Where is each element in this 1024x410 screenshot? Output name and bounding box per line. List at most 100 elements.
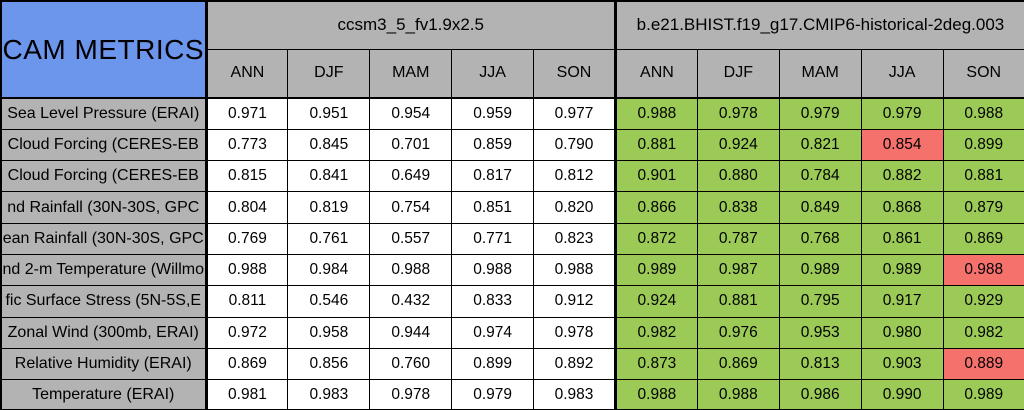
- model1-value-cell: 0.841: [287, 160, 371, 193]
- model2-value-cell: 0.989: [860, 253, 944, 287]
- model2-value-cell: 0.989: [942, 379, 1024, 410]
- model1-name-header: ccsm3_5_fv1.9x2.5: [204, 0, 616, 50]
- model1-value-cell: 0.958: [287, 316, 371, 349]
- metric-label: Sea Level Pressure (ERAI): [0, 97, 208, 130]
- model2-value-cell: 0.976: [696, 316, 780, 349]
- model1-value-cell: 0.771: [451, 222, 535, 255]
- metric-label: Relative Humidity (ERAI): [0, 347, 208, 381]
- model1-value-cell: 0.892: [533, 347, 616, 381]
- model1-value-cell: 0.972: [204, 316, 289, 349]
- model2-value-cell: 0.929: [942, 285, 1024, 318]
- model-name-row: CAM METRICS ccsm3_5_fv1.9x2.5 b.e21.BHIS…: [0, 0, 1024, 99]
- season-header-mam-model2: MAM: [778, 48, 862, 99]
- model2-value-cell: 0.988: [613, 379, 698, 410]
- model1-value-cell: 0.869: [204, 347, 289, 381]
- model1-value-cell: 0.988: [369, 253, 453, 287]
- model2-name-header: b.e21.BHIST.f19_g17.CMIP6-historical-2de…: [613, 0, 1024, 50]
- metric-label: Zonal Wind (300mb, ERAI): [0, 316, 208, 349]
- model1-value-cell: 0.944: [369, 316, 453, 349]
- model1-value-cell: 0.817: [451, 160, 535, 193]
- model1-value-cell: 0.823: [533, 222, 616, 255]
- model2-value-cell: 0.924: [613, 285, 698, 318]
- model1-value-cell: 0.954: [369, 97, 453, 130]
- model1-value-cell: 0.815: [204, 160, 289, 193]
- metric-label: fic Surface Stress (5N-5S,E: [0, 285, 208, 318]
- model1-value-cell: 0.761: [287, 222, 371, 255]
- model1-value-cell: 0.974: [451, 316, 535, 349]
- model2-value-cell: 0.872: [613, 222, 698, 255]
- model2-value-cell: 0.988: [613, 97, 698, 130]
- model2-value-cell: 0.982: [613, 316, 698, 349]
- model2-value-cell: 0.768: [778, 222, 862, 255]
- model1-value-cell: 0.951: [287, 97, 371, 130]
- model1-value-cell: 0.899: [451, 347, 535, 381]
- model2-value-cell: 0.880: [696, 160, 780, 193]
- model1-value-cell: 0.833: [451, 285, 535, 318]
- model2-value-cell: 0.917: [860, 285, 944, 318]
- model2-value-cell: 0.986: [778, 379, 862, 410]
- model1-value-cell: 0.773: [204, 128, 289, 162]
- model1-value-cell: 0.769: [204, 222, 289, 255]
- model1-value-cell: 0.820: [533, 191, 616, 224]
- model2-value-cell-flagged: 0.854: [860, 128, 944, 162]
- model2-value-cell: 0.882: [860, 160, 944, 193]
- model1-value-cell: 0.856: [287, 347, 371, 381]
- model2-value-cell: 0.866: [613, 191, 698, 224]
- model1-value-cell: 0.988: [533, 253, 616, 287]
- model1-value-cell: 0.971: [204, 97, 289, 130]
- model1-value-cell: 0.988: [204, 253, 289, 287]
- model2-value-cell: 0.881: [613, 128, 698, 162]
- metric-label: nd Rainfall (30N-30S, GPC: [0, 191, 208, 224]
- model2-value-cell: 0.987: [696, 253, 780, 287]
- metric-row: Temperature (ERAI) 0.981 0.983 0.978 0.979 0.…: [0, 379, 1024, 410]
- metric-label: Cloud Forcing (CERES-EB: [0, 128, 208, 162]
- model2-value-cell: 0.982: [942, 316, 1024, 349]
- model1-value-cell: 0.959: [451, 97, 535, 130]
- model2-value-cell: 0.899: [942, 128, 1024, 162]
- model2-value-cell: 0.979: [860, 97, 944, 130]
- metric-row: Sea Level Pressure (ERAI) 0.971 0.951 0.954…: [0, 97, 1024, 130]
- model1-value-cell: 0.912: [533, 285, 616, 318]
- metric-label: ean Rainfall (30N-30S, GPC: [0, 222, 208, 255]
- model1-value-cell: 0.988: [451, 253, 535, 287]
- metric-row: nd 2-m Temperature (Willmo 0.988 0.984 0.98…: [0, 253, 1024, 287]
- model2-value-cell: 0.881: [942, 160, 1024, 193]
- model1-value-cell: 0.546: [287, 285, 371, 318]
- season-header-djf-model2: DJF: [696, 48, 780, 99]
- model1-value-cell: 0.979: [451, 379, 535, 410]
- model2-value-cell: 0.868: [860, 191, 944, 224]
- model2-value-cell: 0.838: [696, 191, 780, 224]
- model1-value-cell: 0.754: [369, 191, 453, 224]
- model1-value-cell: 0.811: [204, 285, 289, 318]
- metric-row: Cloud Forcing (CERES-EB 0.815 0.841 0.649 0.…: [0, 160, 1024, 193]
- model2-value-cell: 0.795: [778, 285, 862, 318]
- model1-value-cell: 0.983: [287, 379, 371, 410]
- model2-value-cell: 0.903: [860, 347, 944, 381]
- season-header-mam-model1: MAM: [369, 48, 453, 99]
- model2-value-cell: 0.953: [778, 316, 862, 349]
- table-title: CAM METRICS: [0, 0, 208, 99]
- model2-value-cell: 0.861: [860, 222, 944, 255]
- model1-value-cell: 0.851: [451, 191, 535, 224]
- model1-value-cell: 0.984: [287, 253, 371, 287]
- model1-value-cell: 0.819: [287, 191, 371, 224]
- model1-value-cell: 0.981: [204, 379, 289, 410]
- metric-row: fic Surface Stress (5N-5S,E 0.811 0.546 0.4…: [0, 285, 1024, 318]
- season-header-ann-model2: ANN: [613, 48, 698, 99]
- model2-value-cell: 0.813: [778, 347, 862, 381]
- season-header-ann-model1: ANN: [204, 48, 289, 99]
- metric-label: nd 2-m Temperature (Willmo: [0, 253, 208, 287]
- model2-value-cell: 0.869: [942, 222, 1024, 255]
- metric-row: ean Rainfall (30N-30S, GPC 0.769 0.761 0.55…: [0, 222, 1024, 255]
- model2-value-cell: 0.879: [942, 191, 1024, 224]
- model2-value-cell: 0.784: [778, 160, 862, 193]
- season-header-jja-model1: JJA: [451, 48, 535, 99]
- model2-value-cell: 0.980: [860, 316, 944, 349]
- model2-value-cell: 0.989: [778, 253, 862, 287]
- model1-value-cell: 0.983: [533, 379, 616, 410]
- model2-value-cell: 0.989: [613, 253, 698, 287]
- model2-value-cell: 0.990: [860, 379, 944, 410]
- season-header-djf-model1: DJF: [287, 48, 371, 99]
